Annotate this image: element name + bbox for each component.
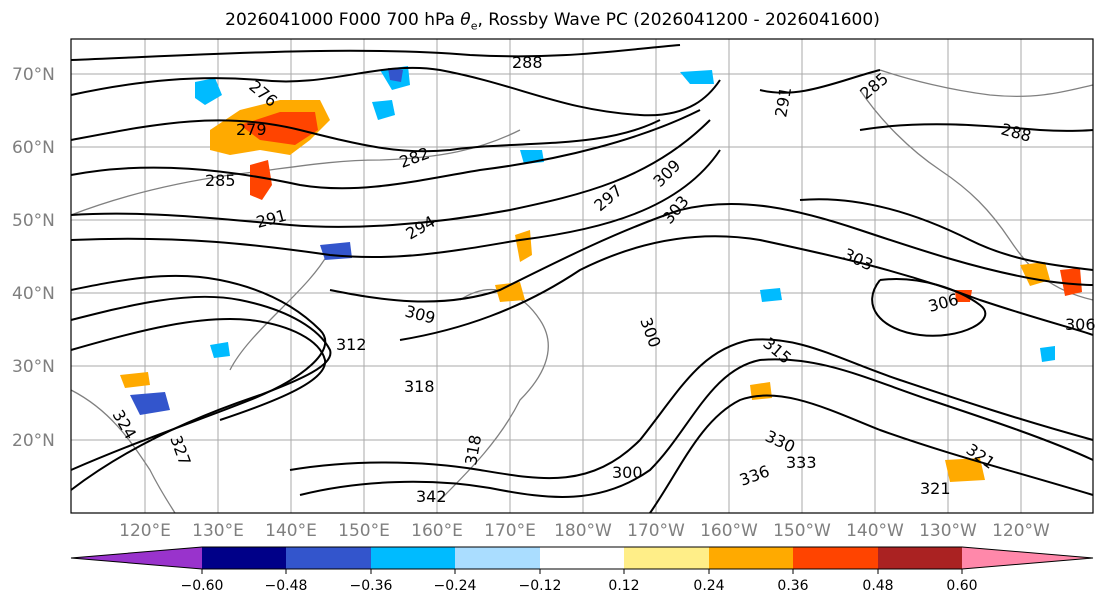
colorbar-cell bbox=[878, 547, 962, 569]
contour-label: 318 bbox=[404, 377, 435, 396]
colorbar: −0.60 −0.48 −0.36 −0.24 −0.12 0.12 0.24 … bbox=[70, 546, 1094, 594]
negative-anomaly-patch bbox=[760, 288, 782, 302]
lat-label-40N: 40°N bbox=[12, 284, 55, 304]
lon-label: 130°W bbox=[919, 521, 977, 541]
map-title: 2026041000 F000 700 hPa θe, Rossby Wave … bbox=[225, 10, 880, 33]
contour-label: 312 bbox=[336, 335, 367, 354]
lon-label: 140°W bbox=[846, 521, 904, 541]
colorbar-cell bbox=[962, 547, 1093, 569]
latitude-labels: 20°N 30°N 40°N 50°N 60°N 70°N bbox=[12, 65, 55, 451]
map-border bbox=[70, 38, 1094, 514]
lon-label: 120°W bbox=[992, 521, 1050, 541]
lat-label-60N: 60°N bbox=[12, 138, 55, 158]
negative-anomaly-patch bbox=[1040, 346, 1055, 362]
colorbar-cell bbox=[793, 547, 878, 569]
colorbar-cell bbox=[371, 547, 455, 569]
positive-anomaly-patch bbox=[1060, 268, 1082, 296]
contour-label: 285 bbox=[205, 171, 236, 190]
colorbar-tick: −0.48 bbox=[265, 578, 308, 594]
colorbar-tick: 0.24 bbox=[693, 578, 724, 594]
colorbar-tick: 0.36 bbox=[777, 578, 808, 594]
colorbar-cell bbox=[286, 547, 371, 569]
lon-label: 150°E bbox=[338, 521, 390, 541]
colorbar-cell bbox=[455, 547, 540, 569]
contour-label: 321 bbox=[920, 479, 951, 498]
colorbar-cell bbox=[540, 547, 624, 569]
positive-anomaly-patch bbox=[945, 458, 985, 482]
negative-anomaly-patch bbox=[680, 70, 714, 84]
lon-label: 170°E bbox=[484, 521, 536, 541]
colorbar-tick: 0.60 bbox=[946, 578, 977, 594]
positive-anomaly-patch bbox=[240, 112, 318, 145]
negative-anomaly-patch bbox=[372, 100, 395, 120]
map-panel: 288 276 279 282 285 291 294 297 300 303 … bbox=[70, 38, 1096, 514]
colorbar-tick: −0.12 bbox=[519, 578, 562, 594]
negative-anomaly-patch bbox=[210, 342, 230, 358]
colorbar-cell bbox=[71, 547, 202, 569]
colorbar-tick: 0.12 bbox=[608, 578, 639, 594]
positive-anomaly-patch bbox=[495, 282, 525, 302]
positive-anomaly-patch bbox=[120, 372, 150, 388]
colorbar-tick: −0.24 bbox=[434, 578, 477, 594]
negative-anomaly-patch bbox=[130, 392, 170, 415]
contour-label: 306 bbox=[1065, 315, 1096, 334]
positive-anomaly-patch bbox=[250, 160, 272, 200]
lon-label: 130°E bbox=[192, 521, 244, 541]
negative-anomaly-patch bbox=[388, 68, 403, 82]
graticule bbox=[71, 39, 1093, 513]
colorbar-cell bbox=[624, 547, 709, 569]
contour-label: 288 bbox=[512, 53, 543, 72]
longitude-labels: 120°E 130°E 140°E 150°E 160°E 170°E 180°… bbox=[119, 521, 1050, 541]
lat-label-70N: 70°N bbox=[12, 65, 55, 85]
colorbar-cell bbox=[709, 547, 793, 569]
lat-label-30N: 30°N bbox=[12, 357, 55, 377]
colorbar-cell bbox=[202, 547, 286, 569]
lon-label: 120°E bbox=[119, 521, 171, 541]
lat-label-50N: 50°N bbox=[12, 211, 55, 231]
lon-label: 160°W bbox=[700, 521, 758, 541]
lon-label: 180°W bbox=[554, 521, 612, 541]
colorbar-tick: −0.60 bbox=[181, 578, 224, 594]
contour-label: 279 bbox=[236, 120, 267, 139]
lon-label: 170°W bbox=[627, 521, 685, 541]
colorbar-tick: 0.48 bbox=[862, 578, 893, 594]
lon-label: 150°W bbox=[773, 521, 831, 541]
theta-e-contours bbox=[70, 44, 1094, 514]
contour-label: 342 bbox=[416, 487, 447, 506]
lon-label: 140°E bbox=[265, 521, 317, 541]
lat-label-20N: 20°N bbox=[12, 431, 55, 451]
lon-label: 160°E bbox=[411, 521, 463, 541]
contour-label: 333 bbox=[786, 453, 817, 472]
contour-label: 300 bbox=[612, 463, 643, 482]
negative-anomaly-patch bbox=[195, 78, 222, 105]
colorbar-tick: −0.36 bbox=[350, 578, 393, 594]
